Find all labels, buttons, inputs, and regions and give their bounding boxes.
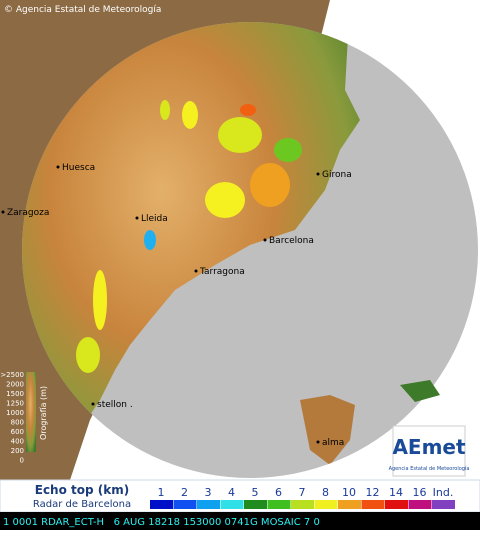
legend-swatch (150, 500, 173, 509)
copyright: © Agencia Estatal de Meteorología (4, 5, 161, 15)
orography-title: Orografía (m) (39, 386, 48, 440)
logo-tagline: Agencia Estatal de Meteorología (389, 465, 470, 472)
legend-swatch (267, 500, 291, 509)
orography-label: 1500 (6, 390, 24, 398)
city-marker (316, 172, 320, 176)
orography-label: >2500 (0, 371, 24, 379)
echo (182, 101, 198, 129)
logo-box (392, 425, 466, 477)
legend-label: 8 (322, 486, 329, 499)
legend-swatch (173, 500, 197, 509)
status-text: 1 0001 RDAR_ECT-H 6 AUG 18218 153000 074… (3, 517, 320, 528)
legend-swatch (220, 500, 244, 509)
city-marker (56, 165, 60, 169)
legend-label: 5 (252, 486, 259, 499)
legend-label: 6 (275, 486, 282, 499)
legend-label: 3 (205, 486, 212, 499)
echo (160, 100, 170, 120)
city-label: Huesca (62, 163, 95, 173)
city-label: Tarragona (199, 267, 245, 277)
city-marker (135, 216, 139, 220)
legend-label: Ind. (433, 486, 454, 499)
legend-swatch (361, 500, 385, 509)
city-label: Girona (322, 170, 352, 180)
legend-label: 7 (299, 486, 306, 499)
legend-label: 16 (413, 486, 427, 499)
legend-label: 10 (342, 486, 356, 499)
echo (76, 337, 100, 373)
city-marker (1, 210, 5, 214)
legend-swatch (197, 500, 220, 509)
legend-swatch (408, 500, 432, 509)
legend-label: 14 (389, 486, 403, 499)
city-label: alma (322, 438, 344, 448)
echo (250, 163, 290, 207)
city-label: stellon . (97, 400, 133, 410)
legend-swatch (244, 500, 267, 509)
legend-subtitle: Radar de Barcelona (33, 499, 131, 510)
legend-label: 12 (366, 486, 380, 499)
echo (93, 270, 107, 330)
legend-label: 2 (181, 486, 188, 499)
city-label: Zaragoza (7, 208, 49, 218)
island-menorca (400, 380, 440, 402)
legend-swatch (432, 500, 455, 509)
orography-label: 1000 (6, 409, 24, 417)
city-label: Barcelona (269, 236, 314, 246)
island-mallorca (300, 395, 355, 465)
orography-label: 200 (11, 447, 24, 455)
logo-name: AEmet (392, 435, 466, 459)
orography-label: 0 (20, 457, 24, 465)
legend-swatch (338, 500, 361, 509)
legend-swatch (314, 500, 338, 509)
echo (205, 182, 245, 218)
orography-label: 2000 (6, 381, 24, 389)
orography-label: 600 (11, 428, 24, 436)
city-marker (263, 238, 267, 242)
legend-label: 4 (228, 486, 235, 499)
legend-swatch (385, 500, 408, 509)
orography-label: 400 (11, 438, 24, 446)
echo (218, 117, 262, 153)
city-label: Lleida (141, 214, 168, 224)
status-bar (0, 512, 480, 530)
orography-bar (26, 372, 36, 452)
legend-label: 1 (158, 486, 165, 499)
echo (144, 230, 156, 250)
city-marker (91, 402, 95, 406)
city-marker (316, 440, 320, 444)
echoes (76, 100, 302, 373)
echo (240, 104, 256, 116)
city-marker (194, 269, 198, 273)
orography-label: 800 (11, 419, 24, 427)
legend-title: Echo top (km) (35, 483, 129, 497)
legend-swatch (291, 500, 314, 509)
orography-label: 1250 (6, 400, 24, 408)
echo (274, 138, 302, 162)
